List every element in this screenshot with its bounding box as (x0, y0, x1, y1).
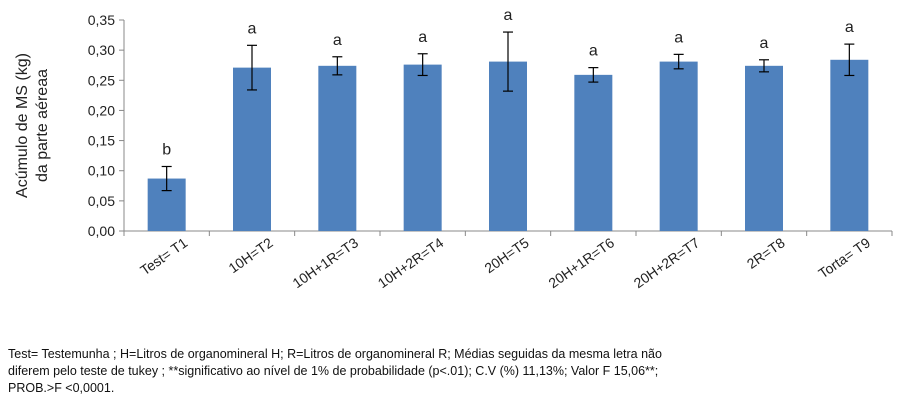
x-tick-label: 10H+2R=T4 (375, 234, 447, 291)
y-tick-label: 0,20 (88, 102, 115, 118)
x-tick-label: 10H+1R=T3 (289, 234, 361, 291)
x-tick-label: Torta= T9 (815, 234, 873, 281)
significance-letter: a (333, 32, 342, 49)
x-tick-label: 20H+2R=T7 (631, 234, 703, 291)
bar (830, 59, 869, 231)
y-tick-label: 0,35 (88, 12, 115, 28)
y-axis-title-line: da parte aéreaa (34, 69, 51, 182)
footnote: Test= Testemunha ; H=Litros de organomin… (8, 346, 903, 397)
y-tick-label: 0,10 (88, 163, 115, 179)
significance-letter: a (248, 20, 257, 37)
bar (233, 67, 271, 231)
bar (318, 65, 357, 232)
y-tick-label: 0,15 (88, 133, 115, 149)
footnote-line-3: PROB.>F <0,0001. (8, 381, 115, 395)
y-tick-label: 0,05 (88, 193, 115, 209)
x-tick-label: Test= T1 (137, 234, 190, 278)
significance-letter: a (589, 43, 598, 60)
bar (574, 74, 613, 231)
bar-chart: 0,00 0,05 0,10 0,15 0,20 0,25 0,30 0,35 b Test= T… (14, 7, 893, 291)
x-tick-label: 2R=T8 (744, 234, 788, 272)
plot-area: 0,00 0,05 0,10 0,15 0,20 0,25 0,30 0,35 b Test= T… (88, 7, 893, 291)
footnote-line-1: Test= Testemunha ; H=Litros de organomin… (8, 347, 662, 361)
significance-letter: a (504, 7, 513, 24)
bar (659, 61, 698, 232)
y-tick-label: 0,00 (88, 223, 115, 239)
significance-letter: a (674, 29, 683, 46)
significance-letter: a (760, 35, 769, 52)
x-tick-label: 20H+1R=T6 (545, 234, 617, 291)
y-axis-title: Acúmulo de MS (kg) da parte aéreaa (14, 53, 51, 198)
footnote-line-2: diferem pelo teste de tukey ; **signific… (8, 364, 659, 378)
y-tick-label: 0,30 (88, 42, 115, 58)
significance-letter: a (418, 29, 427, 46)
significance-letter: a (845, 19, 854, 36)
x-tick-label: 10H=T2 (225, 234, 275, 276)
bar (403, 64, 442, 232)
x-tick-label: 20H=T5 (481, 234, 531, 276)
y-axis-title-line: Acúmulo de MS (kg) (14, 53, 31, 198)
y-tick-label: 0,25 (88, 72, 115, 88)
significance-letter: b (162, 141, 171, 158)
bar (745, 65, 783, 232)
